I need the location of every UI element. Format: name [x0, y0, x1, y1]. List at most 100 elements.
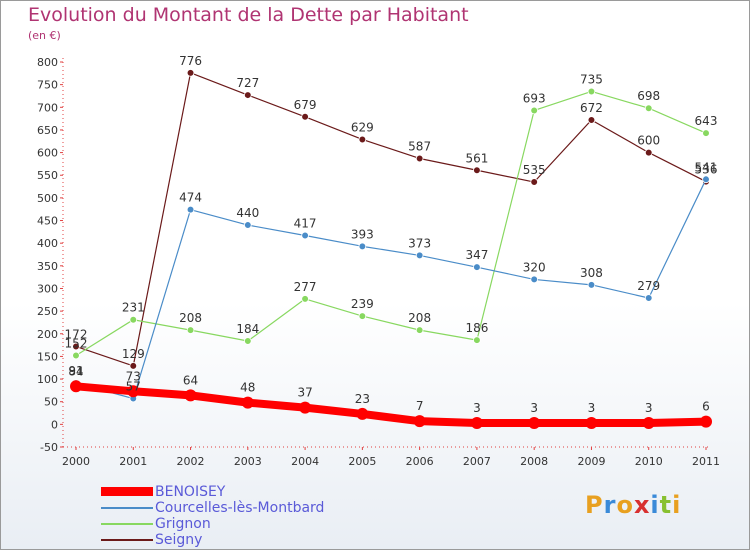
data-label-courcelles-l-s-montbard: 393 — [351, 227, 374, 241]
data-point-courcelles-l-s-montbard — [702, 175, 710, 184]
data-point-grignon — [473, 336, 481, 344]
legend-label-grignon: Grignon — [155, 516, 211, 532]
data-label-grignon: 698 — [637, 89, 660, 103]
x-tick-label: 2004 — [291, 455, 319, 468]
data-label-seigny: 679 — [294, 98, 317, 112]
x-tick-label: 2003 — [234, 455, 262, 468]
brand-logo: Proxiti — [585, 491, 681, 519]
legend-swatch-benoisey — [101, 487, 153, 496]
data-point-courcelles-l-s-montbard — [587, 281, 596, 289]
data-label-courcelles-l-s-montbard: 308 — [580, 266, 603, 280]
data-point-benoisey — [127, 385, 140, 398]
data-point-courcelles-l-s-montbard — [358, 242, 367, 251]
data-label-benoisey: 73 — [126, 369, 141, 383]
data-label-grignon: 186 — [465, 321, 488, 335]
legend-swatch-seigny — [101, 539, 153, 541]
data-label-benoisey: 23 — [355, 392, 370, 406]
data-label-seigny: 672 — [580, 101, 603, 115]
data-label-benoisey: 37 — [297, 386, 312, 400]
data-label-benoisey: 3 — [473, 401, 481, 415]
data-point-grignon — [72, 351, 80, 360]
data-label-courcelles-l-s-montbard: 541 — [695, 160, 718, 174]
data-label-courcelles-l-s-montbard: 373 — [408, 236, 431, 250]
data-point-seigny — [358, 135, 367, 144]
data-point-grignon — [358, 312, 367, 320]
data-label-grignon: 643 — [695, 114, 718, 128]
legend-label-benoisey: BENOISEY — [155, 484, 226, 500]
data-label-courcelles-l-s-montbard: 417 — [294, 216, 317, 230]
brand-letter: P — [585, 491, 604, 519]
brand-letter: o — [616, 491, 634, 519]
data-label-courcelles-l-s-montbard: 347 — [465, 248, 488, 262]
axes: -50 0 50 100 150 200 250 300 350 400 450 500 550 600 6… — [37, 56, 720, 468]
data-point-seigny — [530, 178, 538, 186]
data-point-courcelles-l-s-montbard — [415, 251, 424, 260]
y-tick-label: 650 — [37, 124, 58, 137]
x-tick-label: 2009 — [577, 455, 605, 468]
data-label-grignon: 735 — [580, 72, 603, 86]
data-label-seigny: 561 — [465, 151, 488, 165]
data-point-benoisey — [299, 401, 312, 414]
data-point-seigny — [129, 362, 138, 370]
data-label-seigny: 727 — [236, 76, 259, 90]
brand-letter: i — [650, 491, 660, 519]
data-label-seigny: 587 — [408, 139, 431, 153]
data-point-grignon — [415, 326, 424, 334]
data-label-grignon: 693 — [523, 91, 546, 105]
x-tick-label: 2008 — [520, 455, 548, 468]
series-line-courcelles-l-s-montbard — [75, 178, 707, 400]
x-tick-label: 2005 — [348, 455, 376, 468]
y-tick-label: 350 — [37, 260, 58, 273]
data-point-grignon — [644, 104, 653, 112]
data-label-grignon: 239 — [351, 297, 374, 311]
brand-letter: x — [633, 491, 651, 519]
y-tick-label: 750 — [37, 79, 58, 92]
data-label-seigny: 535 — [523, 163, 546, 177]
y-tick-label: 450 — [37, 215, 58, 228]
data-label-grignon: 208 — [408, 311, 431, 325]
y-tick-label: 400 — [37, 237, 58, 250]
x-tick-label: 2006 — [406, 455, 434, 468]
y-tick-label: 500 — [37, 192, 58, 205]
data-label-benoisey: 84 — [68, 364, 83, 378]
data-label-benoisey: 3 — [588, 401, 596, 415]
y-tick-label: 100 — [37, 373, 58, 386]
data-point-courcelles-l-s-montbard — [530, 275, 538, 284]
data-label-benoisey: 3 — [645, 401, 653, 415]
data-point-grignon — [702, 129, 710, 137]
series-layer — [70, 69, 712, 429]
legend-swatch-grignon — [101, 523, 153, 525]
data-label-benoisey: 48 — [240, 381, 255, 395]
data-point-seigny — [244, 91, 252, 99]
data-label-seigny: 629 — [351, 120, 374, 134]
data-label-seigny: 172 — [65, 327, 88, 341]
y-tick-label: 700 — [37, 101, 58, 114]
y-tick-label: 150 — [37, 350, 58, 363]
y-tick-label: 250 — [37, 305, 58, 318]
data-label-grignon: 152 — [65, 337, 88, 351]
brand-letter: i — [672, 491, 682, 519]
data-label-courcelles-l-s-montbard: 91 — [68, 364, 83, 378]
data-point-grignon — [587, 87, 596, 96]
y-tick-label: 0 — [51, 418, 58, 431]
data-point-seigny — [473, 166, 481, 175]
data-point-benoisey — [470, 416, 483, 429]
data-point-seigny — [644, 148, 653, 157]
data-label-benoisey: 6 — [702, 400, 710, 414]
x-tick-label: 2001 — [119, 455, 147, 468]
data-point-grignon — [530, 106, 538, 115]
data-point-courcelles-l-s-montbard — [644, 294, 653, 302]
data-point-benoisey — [184, 389, 197, 402]
data-point-seigny — [186, 69, 195, 77]
legend-swatch-courcelles — [101, 507, 153, 509]
data-point-benoisey — [413, 415, 426, 428]
series-line-benoisey — [72, 382, 710, 427]
data-point-benoisey — [585, 416, 598, 429]
data-point-seigny — [72, 342, 80, 351]
brand-letter: r — [603, 491, 617, 519]
chart-title: Evolution du Montant de la Dette par Hab… — [28, 4, 469, 26]
y-tick-label: 550 — [37, 169, 58, 182]
x-tick-label: 2011 — [692, 455, 720, 468]
